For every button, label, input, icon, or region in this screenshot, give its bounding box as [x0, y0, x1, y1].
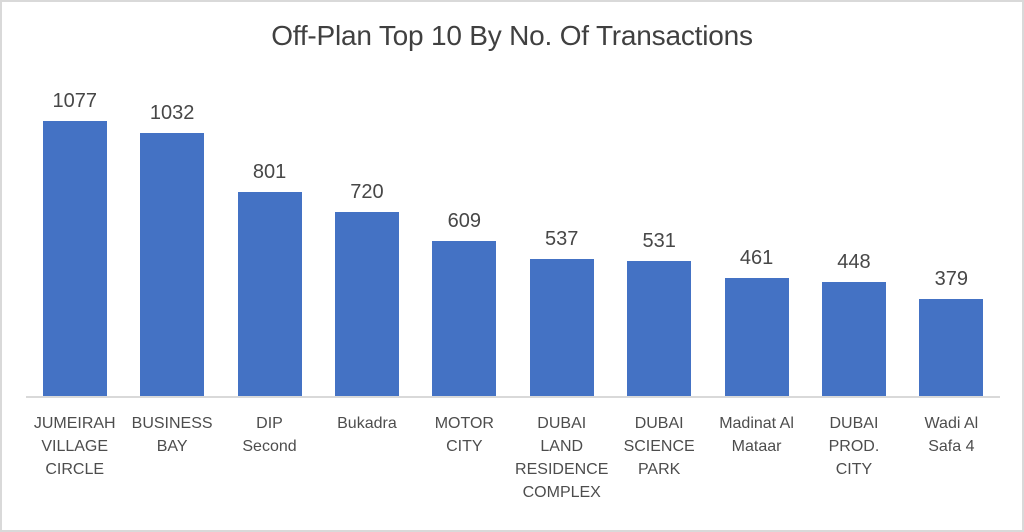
- bar: [821, 282, 886, 396]
- bar-value-label: 1077: [52, 90, 97, 112]
- bar-value-label: 609: [447, 210, 482, 232]
- category-label: Wadi Al Safa 4: [924, 415, 979, 455]
- category-label: Bukadra: [337, 415, 397, 432]
- bar-value-label: 448: [837, 251, 871, 273]
- bar: [432, 241, 497, 396]
- bar-column: 531: [610, 90, 707, 396]
- bar: [334, 212, 399, 396]
- bar: [237, 192, 302, 396]
- bar-column: 720: [318, 90, 415, 396]
- bar-column: 379: [903, 90, 1000, 396]
- bar-column: 461: [708, 90, 805, 396]
- bar-column: 1032: [123, 90, 220, 396]
- bar-value-label: 537: [545, 228, 579, 250]
- bar-value-label: 1032: [149, 102, 195, 124]
- category-label: DUBAI LAND RESIDENCE COMPLEX: [515, 415, 609, 501]
- category-axis-labels: JUMEIRAH VILLAGE CIRCLE BUSINESS BAY DIP S…: [26, 412, 1000, 504]
- category-label: Madinat Al Mataar: [719, 415, 794, 455]
- bar-value-label: 531: [642, 230, 676, 252]
- bar: [724, 278, 789, 396]
- plot-area: 1077 1032 801 720 609 537 531 461 448 379: [26, 90, 1000, 396]
- category-label: DUBAI SCIENCE PARK: [623, 415, 695, 478]
- bar-value-label: 720: [350, 181, 384, 203]
- category-label: MOTOR CITY: [434, 415, 494, 455]
- bar-value-label: 461: [739, 247, 774, 269]
- bar: [140, 133, 205, 396]
- bar: [529, 259, 594, 396]
- x-axis-line: [26, 396, 1000, 398]
- bar: [919, 299, 984, 396]
- category-label: DUBAI PROD. CITY: [828, 415, 880, 478]
- bar: [42, 121, 107, 396]
- bar-column: 609: [416, 90, 513, 396]
- bar: [627, 261, 692, 396]
- bar-column: 448: [805, 90, 902, 396]
- category-label: BUSINESS BAY: [131, 415, 213, 455]
- bar-column: 801: [221, 90, 318, 396]
- bar-value-label: 379: [934, 268, 969, 290]
- chart-title: Off-Plan Top 10 By No. Of Transactions: [271, 20, 753, 51]
- bar-value-label: 801: [252, 161, 287, 183]
- category-label: JUMEIRAH VILLAGE CIRCLE: [33, 415, 116, 478]
- bar-column: 537: [513, 90, 610, 396]
- bar-column: 1077: [26, 90, 123, 396]
- category-label: DIP Second: [242, 415, 297, 455]
